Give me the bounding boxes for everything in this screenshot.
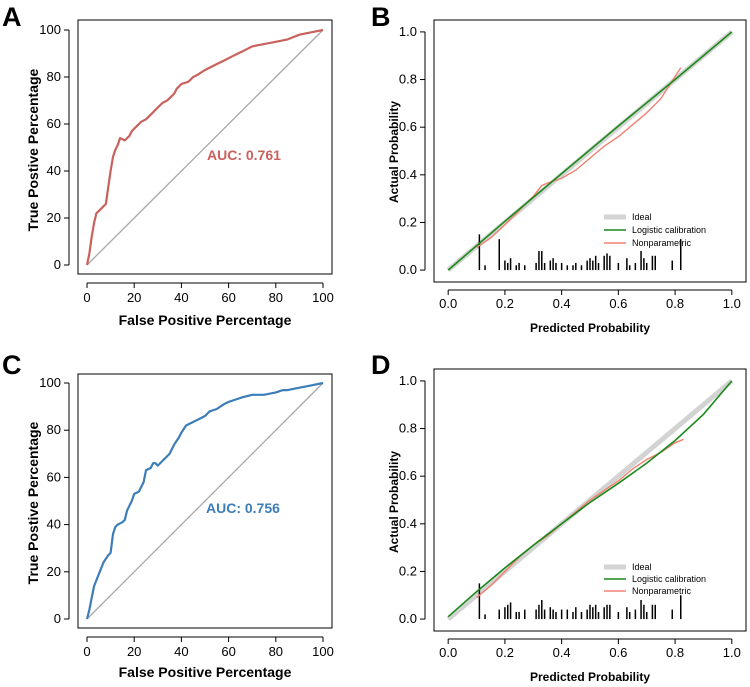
x-axis: 0.0 0.2 0.4 0.6 0.8 1.0 <box>439 638 741 660</box>
y-tick-label: 0.0 <box>399 262 417 277</box>
roc-curve <box>85 28 324 266</box>
y-tick-label: 20 <box>47 210 61 225</box>
x-tick-label: 20 <box>127 644 141 659</box>
legend-label-nonparametric: Nonparametric <box>632 238 692 248</box>
y-tick-label: 80 <box>47 69 61 84</box>
y-tick-label: 0.2 <box>399 214 417 229</box>
legend-label-ideal: Ideal <box>632 212 652 222</box>
x-tick-label: 0.4 <box>553 645 571 660</box>
nonparametric-line <box>476 67 682 249</box>
panel-a-roc-chart: A AUC: 0.761 0 20 40 60 80 100 0 20 40 60 80 100 F… <box>2 2 334 328</box>
y-tick-label: 80 <box>47 422 61 437</box>
x-tick-label: 0.6 <box>609 296 627 311</box>
y-tick-label: 20 <box>47 564 61 579</box>
panel-letter-b: B <box>371 2 391 32</box>
y-tick-label: 0.6 <box>399 119 417 134</box>
y-tick-label: 60 <box>47 116 61 131</box>
x-tick-label: 60 <box>221 644 235 659</box>
y-axis-title: Actual Probability <box>387 101 401 203</box>
panel-letter-a: A <box>2 2 22 32</box>
y-tick-label: 0.4 <box>399 167 417 182</box>
x-tick-label: 0.2 <box>496 296 514 311</box>
x-tick-label: 0.2 <box>496 645 514 660</box>
y-tick-label: 40 <box>47 517 61 532</box>
y-tick-label: 60 <box>47 469 61 484</box>
nonparametric-line <box>476 438 684 599</box>
legend-label-logistic: Logistic calibration <box>632 574 706 584</box>
y-axis-title: Actual Probability <box>387 451 401 553</box>
x-axis-title: False Positive Percentage <box>119 312 292 328</box>
y-tick-label: 0.8 <box>399 421 417 436</box>
panel-d-calibration-chart: D Ideal Logistic calibration Nonparametr… <box>371 350 747 684</box>
x-tick-label: 0.8 <box>666 296 684 311</box>
panel-letter-c: C <box>2 350 22 380</box>
plot-frame <box>77 373 333 629</box>
prediction-rug <box>478 583 682 620</box>
x-tick-label: 1.0 <box>723 296 741 311</box>
x-tick-label: 80 <box>269 644 283 659</box>
y-tick-label: 100 <box>39 22 61 37</box>
x-axis: 0 20 40 60 80 100 <box>83 636 334 659</box>
x-tick-label: 40 <box>174 290 188 305</box>
y-axis: 0 20 40 60 80 100 <box>39 375 70 626</box>
y-tick-label: 0.8 <box>399 72 417 87</box>
x-tick-label: 0.0 <box>439 296 457 311</box>
y-tick-label: 0 <box>54 257 61 272</box>
x-tick-label: 0.6 <box>609 645 627 660</box>
x-axis: 0 20 40 60 80 100 <box>83 282 334 305</box>
logistic-calibration-line <box>447 380 733 618</box>
y-tick-label: 0 <box>54 611 61 626</box>
x-tick-label: 1.0 <box>723 645 741 660</box>
x-tick-label: 80 <box>269 290 283 305</box>
x-axis-title: False Positive Percentage <box>119 664 292 680</box>
legend-label-ideal: Ideal <box>632 562 652 572</box>
panel-c-roc-chart: C AUC: 0.756 0 20 40 60 80 100 0 20 40 60 80 100 F… <box>2 350 334 680</box>
y-axis-title: True Postive Percentage <box>25 421 41 584</box>
chance-diagonal <box>86 382 324 620</box>
y-tick-label: 0.0 <box>399 611 417 626</box>
legend-label-nonparametric: Nonparametric <box>632 586 692 596</box>
y-tick-label: 0.2 <box>399 563 417 578</box>
y-tick-label: 1.0 <box>399 24 417 39</box>
x-tick-label: 0.4 <box>553 296 571 311</box>
panel-b-calibration-chart: B Ideal Logistic calibration Nonparametr… <box>371 2 747 335</box>
plot-frame <box>77 19 333 275</box>
x-tick-label: 0 <box>83 290 90 305</box>
chance-diagonal <box>86 29 324 266</box>
y-tick-label: 40 <box>47 163 61 178</box>
y-tick-label: 0.6 <box>399 468 417 483</box>
roc-curve <box>85 381 324 620</box>
auc-annotation: AUC: 0.756 <box>206 500 280 516</box>
x-tick-label: 40 <box>174 644 188 659</box>
x-axis: 0.0 0.2 0.4 0.6 0.8 1.0 <box>439 289 741 311</box>
x-tick-label: 0.8 <box>666 645 684 660</box>
prediction-rug <box>478 234 682 271</box>
plot-frame <box>433 19 747 283</box>
x-tick-label: 60 <box>221 290 235 305</box>
x-tick-label: 100 <box>312 644 334 659</box>
x-tick-label: 0.0 <box>439 645 457 660</box>
y-axis: 0.0 0.2 0.4 0.6 0.8 1.0 <box>399 373 426 626</box>
auc-annotation: AUC: 0.761 <box>207 147 281 163</box>
y-tick-label: 1.0 <box>399 373 417 388</box>
x-tick-label: 0 <box>83 644 90 659</box>
y-axis-title: True Postive Percentage <box>25 68 41 231</box>
legend-label-logistic: Logistic calibration <box>632 225 706 235</box>
legend: Ideal Logistic calibration Nonparametric <box>604 212 706 248</box>
y-tick-label: 100 <box>39 375 61 390</box>
x-tick-label: 20 <box>127 290 141 305</box>
y-axis: 0 20 40 60 80 100 <box>39 22 70 272</box>
y-tick-label: 0.4 <box>399 516 417 531</box>
x-axis-title: Predicted Probability <box>530 321 650 335</box>
x-axis-title: Predicted Probability <box>530 670 650 684</box>
x-tick-label: 100 <box>312 290 334 305</box>
logistic-calibration-line <box>447 31 733 271</box>
plot-frame <box>433 368 747 632</box>
legend: Ideal Logistic calibration Nonparametric <box>604 562 706 596</box>
panel-letter-d: D <box>371 350 391 380</box>
y-axis: 0.0 0.2 0.4 0.6 0.8 1.0 <box>399 24 426 277</box>
